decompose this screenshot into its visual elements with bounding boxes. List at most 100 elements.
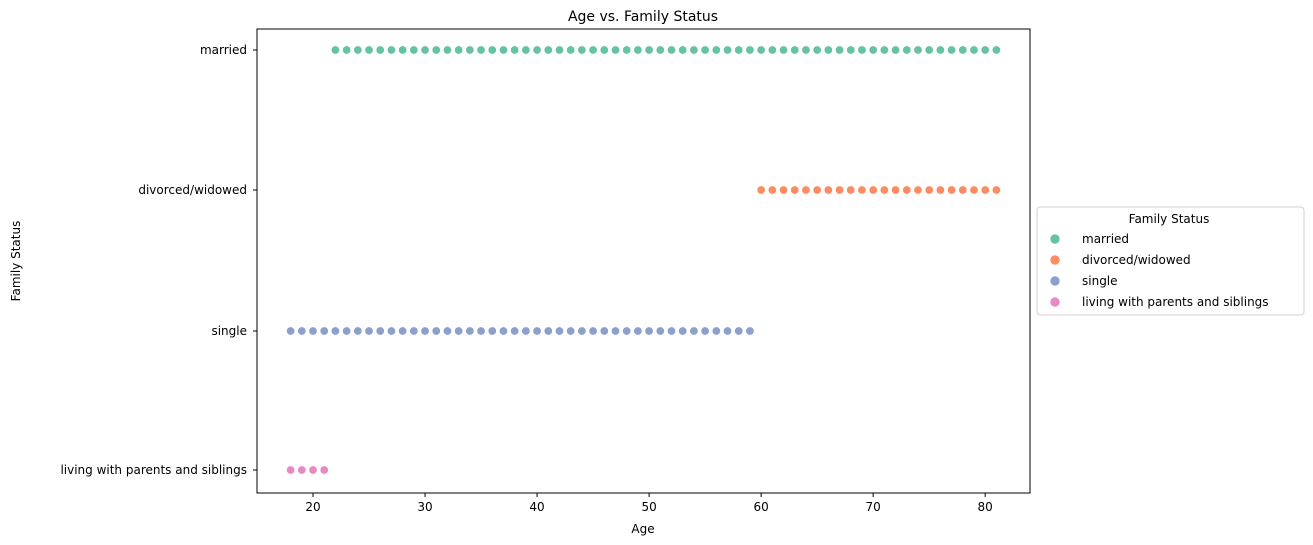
data-point (353, 45, 363, 55)
data-point (723, 326, 733, 336)
legend-label: divorced/widowed (1082, 253, 1191, 267)
data-point (969, 185, 979, 195)
legend-marker (1049, 254, 1061, 266)
plot-area (256, 28, 1031, 494)
data-point (532, 326, 542, 336)
chart-title: Age vs. Family Status (568, 9, 718, 25)
data-point (891, 45, 901, 55)
data-point (969, 45, 979, 55)
legend-marker (1049, 296, 1061, 308)
data-point (689, 45, 699, 55)
data-point (958, 45, 968, 55)
legend-box (1036, 206, 1305, 316)
data-point (543, 326, 553, 336)
y-tick-label: living with parents and siblings (60, 463, 247, 477)
data-point (835, 185, 845, 195)
data-point (935, 45, 945, 55)
data-point (902, 185, 912, 195)
x-tick-label: 20 (305, 500, 320, 514)
data-point (375, 326, 385, 336)
data-point (375, 45, 385, 55)
data-point (442, 45, 452, 55)
data-point (566, 326, 576, 336)
y-axis-ticks: married divorced/widowed single living with… (60, 43, 257, 477)
data-point (812, 45, 822, 55)
data-point (308, 326, 318, 336)
data-point (465, 45, 475, 55)
data-point (622, 45, 632, 55)
data-point (543, 45, 553, 55)
data-point (353, 326, 363, 336)
y-tick-label: single (211, 324, 247, 338)
x-tick-label: 60 (753, 500, 768, 514)
x-tick-label: 50 (641, 500, 656, 514)
data-point (935, 185, 945, 195)
data-point (779, 45, 789, 55)
data-point (476, 326, 486, 336)
data-point (689, 326, 699, 336)
data-point (711, 326, 721, 336)
data-point (386, 45, 396, 55)
data-point (801, 185, 811, 195)
data-point (420, 326, 430, 336)
data-point (779, 185, 789, 195)
legend-title: Family Status (1129, 212, 1210, 226)
data-point (633, 326, 643, 336)
x-tick-label: 30 (417, 500, 432, 514)
data-point (510, 326, 520, 336)
data-point (991, 185, 1001, 195)
x-tick-label: 40 (529, 500, 544, 514)
data-point (342, 326, 352, 336)
data-point (700, 45, 710, 55)
data-point (610, 326, 620, 336)
data-point (409, 45, 419, 55)
data-point (924, 45, 934, 55)
data-point (879, 185, 889, 195)
data-point (554, 45, 564, 55)
data-point (622, 326, 632, 336)
data-point (790, 185, 800, 195)
data-point (902, 45, 912, 55)
x-tick-label: 70 (866, 500, 881, 514)
data-point (521, 326, 531, 336)
data-point (454, 326, 464, 336)
data-point (790, 45, 800, 55)
data-point (678, 326, 688, 336)
legend-marker (1049, 233, 1061, 245)
data-point (330, 45, 340, 55)
data-point (801, 45, 811, 55)
data-point (734, 326, 744, 336)
data-point (297, 465, 307, 475)
data-point (991, 45, 1001, 55)
data-point (498, 45, 508, 55)
data-point (711, 45, 721, 55)
data-point (319, 465, 329, 475)
data-point (599, 326, 609, 336)
data-point (734, 45, 744, 55)
data-point (835, 45, 845, 55)
data-point (655, 45, 665, 55)
data-point (286, 465, 296, 475)
data-point (342, 45, 352, 55)
data-point (947, 45, 957, 55)
data-point (879, 45, 889, 55)
y-axis-label: Family Status (9, 221, 23, 302)
legend-label: single (1082, 274, 1118, 288)
data-point (868, 45, 878, 55)
data-point (297, 326, 307, 336)
legend: Family Status married divorced/widowed sin… (1036, 206, 1305, 316)
data-point (599, 45, 609, 55)
data-point (745, 326, 755, 336)
data-point (678, 45, 688, 55)
data-point (487, 326, 497, 336)
data-point (409, 326, 419, 336)
data-point (767, 185, 777, 195)
data-point (655, 326, 665, 336)
data-point (554, 326, 564, 336)
data-point (868, 185, 878, 195)
data-point (454, 45, 464, 55)
data-point (980, 45, 990, 55)
data-point (465, 326, 475, 336)
data-point (286, 326, 296, 336)
legend-label: living with parents and siblings (1082, 295, 1269, 309)
